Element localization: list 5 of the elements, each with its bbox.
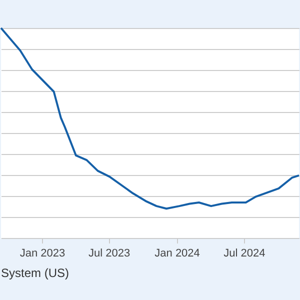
x-tick-label: Jul 2023 xyxy=(88,248,130,260)
x-tick-label: Jul 2024 xyxy=(224,248,266,260)
x-tick-label: Jan 2023 xyxy=(20,248,66,260)
text: System (US) xyxy=(1,266,70,280)
x-tick-label: Jan 2024 xyxy=(154,248,200,260)
